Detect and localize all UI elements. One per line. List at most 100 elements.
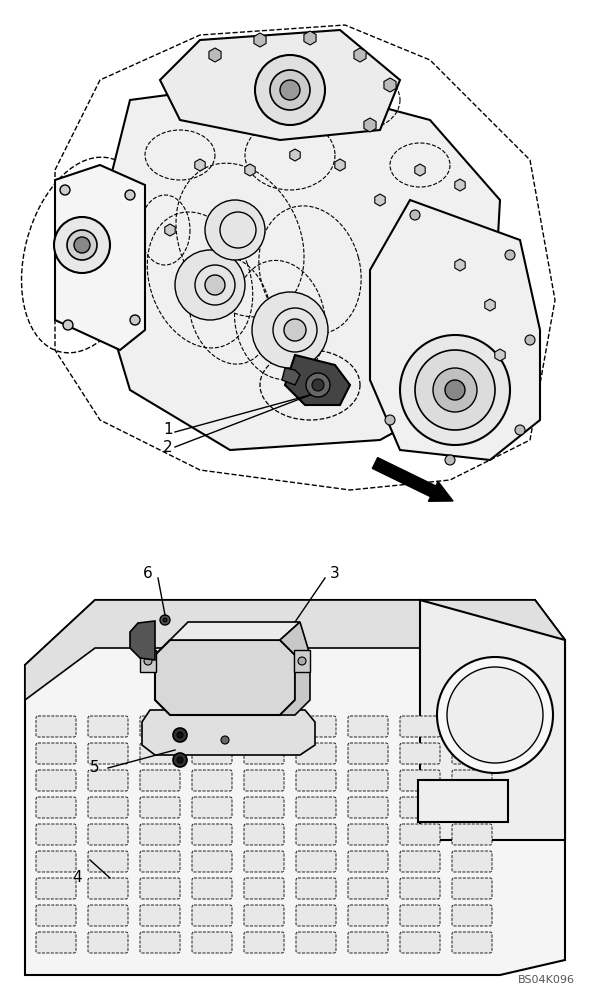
Circle shape (255, 55, 325, 125)
FancyBboxPatch shape (244, 743, 284, 764)
Bar (140, 650, 156, 672)
Polygon shape (455, 259, 465, 271)
Polygon shape (495, 349, 505, 361)
Bar (418, 780, 508, 822)
FancyBboxPatch shape (36, 824, 76, 845)
Polygon shape (25, 600, 565, 700)
Circle shape (125, 190, 135, 200)
FancyBboxPatch shape (36, 770, 76, 791)
Text: 5: 5 (90, 760, 99, 776)
FancyBboxPatch shape (36, 932, 76, 953)
FancyBboxPatch shape (452, 932, 492, 953)
Polygon shape (282, 368, 300, 385)
Circle shape (205, 200, 265, 260)
Polygon shape (195, 159, 205, 171)
Text: 1: 1 (163, 422, 173, 438)
FancyBboxPatch shape (140, 797, 180, 818)
Circle shape (385, 415, 395, 425)
FancyBboxPatch shape (88, 878, 128, 899)
Polygon shape (384, 78, 396, 92)
Polygon shape (155, 640, 295, 715)
FancyBboxPatch shape (400, 743, 440, 764)
FancyBboxPatch shape (88, 743, 128, 764)
Polygon shape (304, 31, 316, 45)
Text: 6: 6 (143, 566, 153, 580)
Bar (294, 650, 310, 672)
FancyBboxPatch shape (192, 932, 232, 953)
Polygon shape (375, 194, 385, 206)
Circle shape (195, 265, 235, 305)
Circle shape (177, 757, 183, 763)
FancyBboxPatch shape (244, 878, 284, 899)
FancyBboxPatch shape (296, 851, 336, 872)
Circle shape (173, 753, 187, 767)
Text: BS04K096: BS04K096 (518, 975, 575, 985)
FancyBboxPatch shape (192, 824, 232, 845)
FancyBboxPatch shape (452, 824, 492, 845)
Polygon shape (415, 164, 425, 176)
FancyBboxPatch shape (400, 851, 440, 872)
FancyBboxPatch shape (140, 743, 180, 764)
Polygon shape (280, 622, 310, 715)
FancyBboxPatch shape (348, 797, 388, 818)
Circle shape (173, 728, 187, 742)
FancyBboxPatch shape (452, 851, 492, 872)
Circle shape (163, 618, 167, 622)
Circle shape (298, 657, 306, 665)
FancyBboxPatch shape (88, 770, 128, 791)
Polygon shape (335, 159, 345, 171)
Polygon shape (25, 600, 565, 975)
FancyBboxPatch shape (36, 905, 76, 926)
Circle shape (130, 315, 140, 325)
FancyBboxPatch shape (348, 905, 388, 926)
Circle shape (312, 379, 324, 391)
FancyBboxPatch shape (348, 824, 388, 845)
Polygon shape (455, 179, 465, 191)
Polygon shape (290, 149, 300, 161)
FancyBboxPatch shape (244, 905, 284, 926)
FancyBboxPatch shape (348, 716, 388, 737)
Circle shape (67, 230, 97, 260)
FancyBboxPatch shape (244, 797, 284, 818)
Circle shape (175, 250, 245, 320)
Circle shape (177, 732, 183, 738)
Circle shape (63, 320, 73, 330)
Polygon shape (285, 355, 350, 405)
FancyBboxPatch shape (244, 851, 284, 872)
FancyBboxPatch shape (400, 905, 440, 926)
FancyBboxPatch shape (348, 932, 388, 953)
FancyBboxPatch shape (452, 770, 492, 791)
FancyBboxPatch shape (36, 878, 76, 899)
Circle shape (273, 308, 317, 352)
Polygon shape (170, 622, 300, 640)
Circle shape (505, 250, 515, 260)
Circle shape (410, 210, 420, 220)
FancyBboxPatch shape (140, 878, 180, 899)
FancyBboxPatch shape (36, 743, 76, 764)
Polygon shape (130, 621, 155, 660)
Polygon shape (55, 165, 145, 350)
Circle shape (447, 667, 543, 763)
FancyBboxPatch shape (452, 743, 492, 764)
FancyBboxPatch shape (296, 878, 336, 899)
FancyBboxPatch shape (88, 797, 128, 818)
FancyBboxPatch shape (140, 770, 180, 791)
FancyBboxPatch shape (88, 824, 128, 845)
Polygon shape (370, 200, 540, 460)
Polygon shape (245, 164, 255, 176)
Circle shape (280, 80, 300, 100)
Circle shape (54, 217, 110, 273)
Circle shape (221, 736, 229, 744)
FancyBboxPatch shape (192, 743, 232, 764)
FancyArrow shape (372, 458, 453, 501)
Circle shape (270, 70, 310, 110)
Circle shape (144, 657, 152, 665)
FancyBboxPatch shape (400, 824, 440, 845)
FancyBboxPatch shape (296, 743, 336, 764)
Polygon shape (100, 80, 500, 450)
FancyBboxPatch shape (88, 932, 128, 953)
Polygon shape (420, 600, 565, 840)
FancyBboxPatch shape (400, 770, 440, 791)
Circle shape (284, 319, 306, 341)
FancyBboxPatch shape (192, 878, 232, 899)
